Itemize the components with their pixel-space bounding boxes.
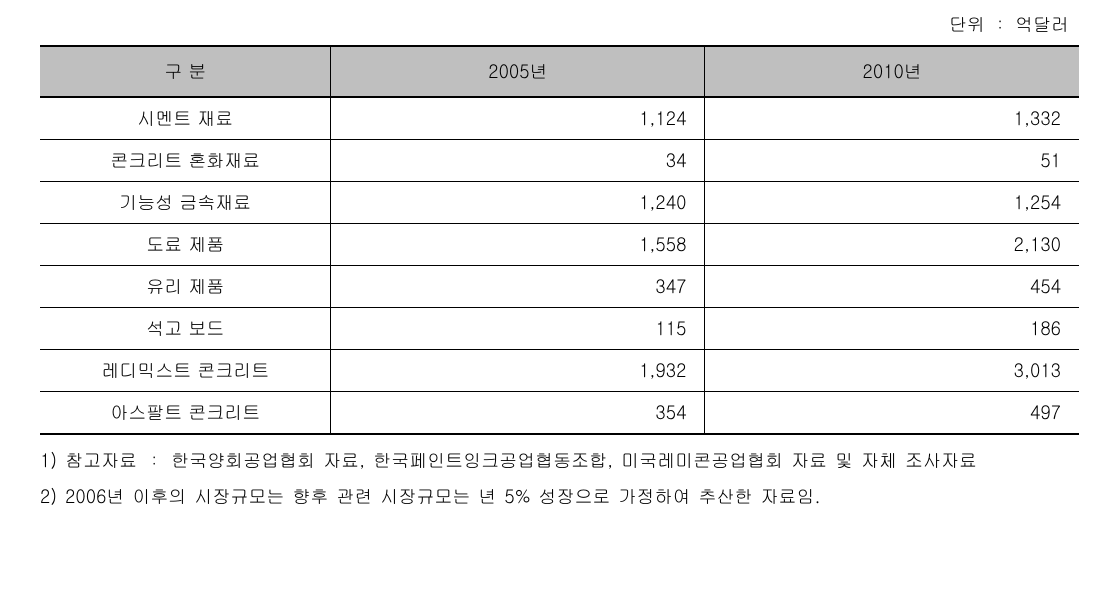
cell-year2: 51 xyxy=(705,140,1079,182)
cell-year1: 1,558 xyxy=(331,224,705,266)
table-row: 석고 보드 115 186 xyxy=(40,308,1079,350)
cell-category: 아스팔트 콘크리트 xyxy=(40,392,331,435)
footnote-1: 1) 참고자료 ： 한국양회공업협회 자료, 한국페인트잉크공업협동조합, 미국… xyxy=(40,445,1079,477)
cell-year2: 1,332 xyxy=(705,97,1079,140)
table-row: 레디믹스트 콘크리트 1,932 3,013 xyxy=(40,350,1079,392)
cell-year2: 454 xyxy=(705,266,1079,308)
column-header-year1: 2005년 xyxy=(331,46,705,97)
table-row: 도료 제품 1,558 2,130 xyxy=(40,224,1079,266)
column-header-category: 구 분 xyxy=(40,46,331,97)
cell-category: 기능성 금속재료 xyxy=(40,182,331,224)
cell-year2: 1,254 xyxy=(705,182,1079,224)
cell-year2: 2,130 xyxy=(705,224,1079,266)
table-row: 아스팔트 콘크리트 354 497 xyxy=(40,392,1079,435)
unit-label: 단위 ： 억달러 xyxy=(40,12,1079,37)
cell-category: 유리 제품 xyxy=(40,266,331,308)
table-header-row: 구 분 2005년 2010년 xyxy=(40,46,1079,97)
cell-year1: 1,240 xyxy=(331,182,705,224)
cell-year1: 347 xyxy=(331,266,705,308)
cell-year1: 1,124 xyxy=(331,97,705,140)
cell-year1: 354 xyxy=(331,392,705,435)
cell-year1: 34 xyxy=(331,140,705,182)
cell-year2: 186 xyxy=(705,308,1079,350)
cell-year2: 3,013 xyxy=(705,350,1079,392)
cell-year1: 1,932 xyxy=(331,350,705,392)
column-header-year2: 2010년 xyxy=(705,46,1079,97)
cell-year2: 497 xyxy=(705,392,1079,435)
table-row: 기능성 금속재료 1,240 1,254 xyxy=(40,182,1079,224)
cell-year1: 115 xyxy=(331,308,705,350)
data-table: 구 분 2005년 2010년 시멘트 재료 1,124 1,332 콘크리트 … xyxy=(40,45,1079,435)
cell-category: 도료 제품 xyxy=(40,224,331,266)
cell-category: 시멘트 재료 xyxy=(40,97,331,140)
footnotes: 1) 참고자료 ： 한국양회공업협회 자료, 한국페인트잉크공업협동조합, 미국… xyxy=(40,445,1079,514)
table-row: 유리 제품 347 454 xyxy=(40,266,1079,308)
cell-category: 레디믹스트 콘크리트 xyxy=(40,350,331,392)
cell-category: 콘크리트 혼화재료 xyxy=(40,140,331,182)
table-row: 콘크리트 혼화재료 34 51 xyxy=(40,140,1079,182)
cell-category: 석고 보드 xyxy=(40,308,331,350)
footnote-2: 2) 2006년 이후의 시장규모는 향후 관련 시장규모는 년 5% 성장으로… xyxy=(40,481,1079,513)
table-row: 시멘트 재료 1,124 1,332 xyxy=(40,97,1079,140)
